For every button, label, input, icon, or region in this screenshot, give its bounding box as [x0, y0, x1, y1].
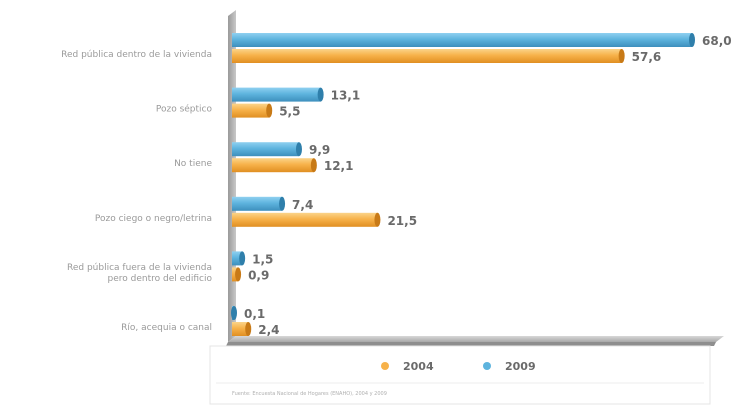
category-label: Red pública dentro de la vivienda [61, 50, 212, 60]
legend: 2004 2009 Fuente: Encuesta Nacional de Ho… [209, 345, 711, 405]
bar-2009-2 [232, 142, 299, 157]
category-label: Río, acequia o canal [121, 323, 212, 333]
bar-2004-1 [232, 103, 270, 118]
category-label: Red pública fuera de la vivienda pero den… [67, 263, 212, 284]
legend-entries: 2004 2009 [381, 360, 536, 373]
bar-cap-2009-1 [317, 87, 324, 102]
value-labels: 68,0 57,6 13,1 5,5 9,9 12,1 7,4 21,5 1,5 0,9 0,1 2,… [244, 34, 732, 337]
value-label: 57,6 [632, 50, 662, 64]
bar-2004-3 [232, 212, 378, 227]
bar-cap-2009-2 [295, 142, 302, 157]
bar-2004-2 [232, 158, 314, 173]
bar-cap-2004-0 [618, 49, 625, 63]
bar-cap-2004-1 [266, 103, 273, 118]
value-label: 9,9 [309, 143, 330, 157]
source-note: Fuente: Encuesta Nacional de Hogares (EN… [232, 391, 387, 397]
axis-floor [228, 336, 724, 342]
axis-floor-edge [226, 342, 716, 346]
bar-cap-2004-3 [374, 212, 381, 227]
category-label: No tiene [174, 159, 212, 169]
value-label: 21,5 [387, 214, 417, 228]
value-label: 5,5 [279, 105, 300, 119]
legend-box [209, 345, 711, 405]
bar-cap-2004-5 [245, 322, 252, 336]
bar-cap-2009-4 [239, 251, 246, 266]
value-label: 68,0 [702, 34, 732, 48]
bar-2009-1 [232, 87, 321, 102]
bar-2009-3 [232, 196, 283, 211]
bar-cap-2004-4 [235, 267, 242, 282]
bar-cap-2004-2 [310, 158, 317, 173]
value-label: 0,9 [248, 268, 269, 282]
value-label: 2,4 [258, 323, 279, 337]
legend-label-2009: 2009 [505, 360, 536, 373]
bar-2004-4 [232, 267, 239, 282]
value-label: 12,1 [324, 159, 354, 173]
bar-cap-2009-3 [279, 196, 286, 211]
bar-2009-4 [232, 251, 243, 266]
value-label: 7,4 [292, 198, 313, 212]
bar-cap-2009-0 [689, 33, 695, 47]
legend-swatch-2009 [483, 362, 491, 370]
value-label: 0,1 [244, 307, 265, 321]
legend-label-2004: 2004 [403, 360, 434, 373]
value-label: 13,1 [331, 89, 361, 103]
bar-2009-0 [232, 33, 692, 47]
category-label: Pozo ciego o negro/letrina [95, 214, 212, 224]
bar-cap-2009-5 [231, 306, 237, 320]
category-labels: Red pública dentro de la vivienda Pozo sé… [61, 50, 212, 333]
bar-2004-5 [232, 322, 249, 336]
bars [231, 33, 695, 336]
legend-swatch-2004 [381, 362, 389, 370]
category-label: Pozo séptico [156, 104, 213, 115]
bar-2004-0 [232, 49, 622, 63]
value-label: 1,5 [252, 252, 273, 266]
